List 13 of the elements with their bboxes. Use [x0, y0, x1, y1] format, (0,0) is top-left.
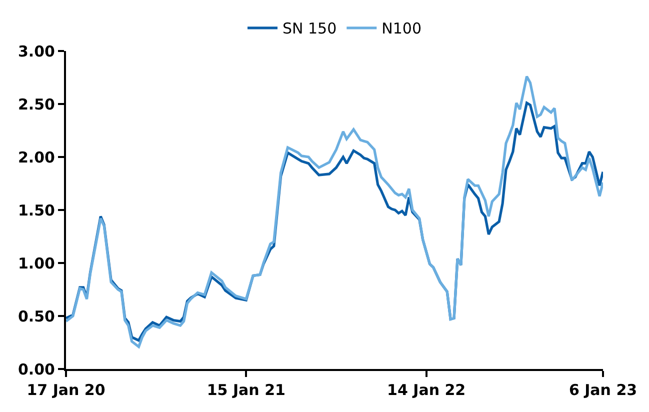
legend-label: N100 — [382, 20, 422, 38]
y-tick-label: 3.00 — [18, 42, 55, 60]
y-tick-label: 2.50 — [18, 95, 55, 114]
x-tick-label: 15 Jan 21 — [206, 381, 286, 399]
y-tick-label: 2.00 — [18, 148, 55, 166]
y-tick-label: 0.50 — [18, 307, 55, 326]
y-tick-label: 1.00 — [18, 254, 55, 272]
legend-label: SN 150 — [282, 20, 337, 38]
x-tick-label: 17 Jan 20 — [26, 381, 106, 399]
y-tick-label: 0.00 — [18, 360, 55, 378]
x-tick-label: 14 Jan 22 — [387, 381, 466, 399]
x-tick-label: 6 Jan 23 — [568, 381, 638, 399]
y-tick-label: 1.50 — [18, 201, 55, 220]
